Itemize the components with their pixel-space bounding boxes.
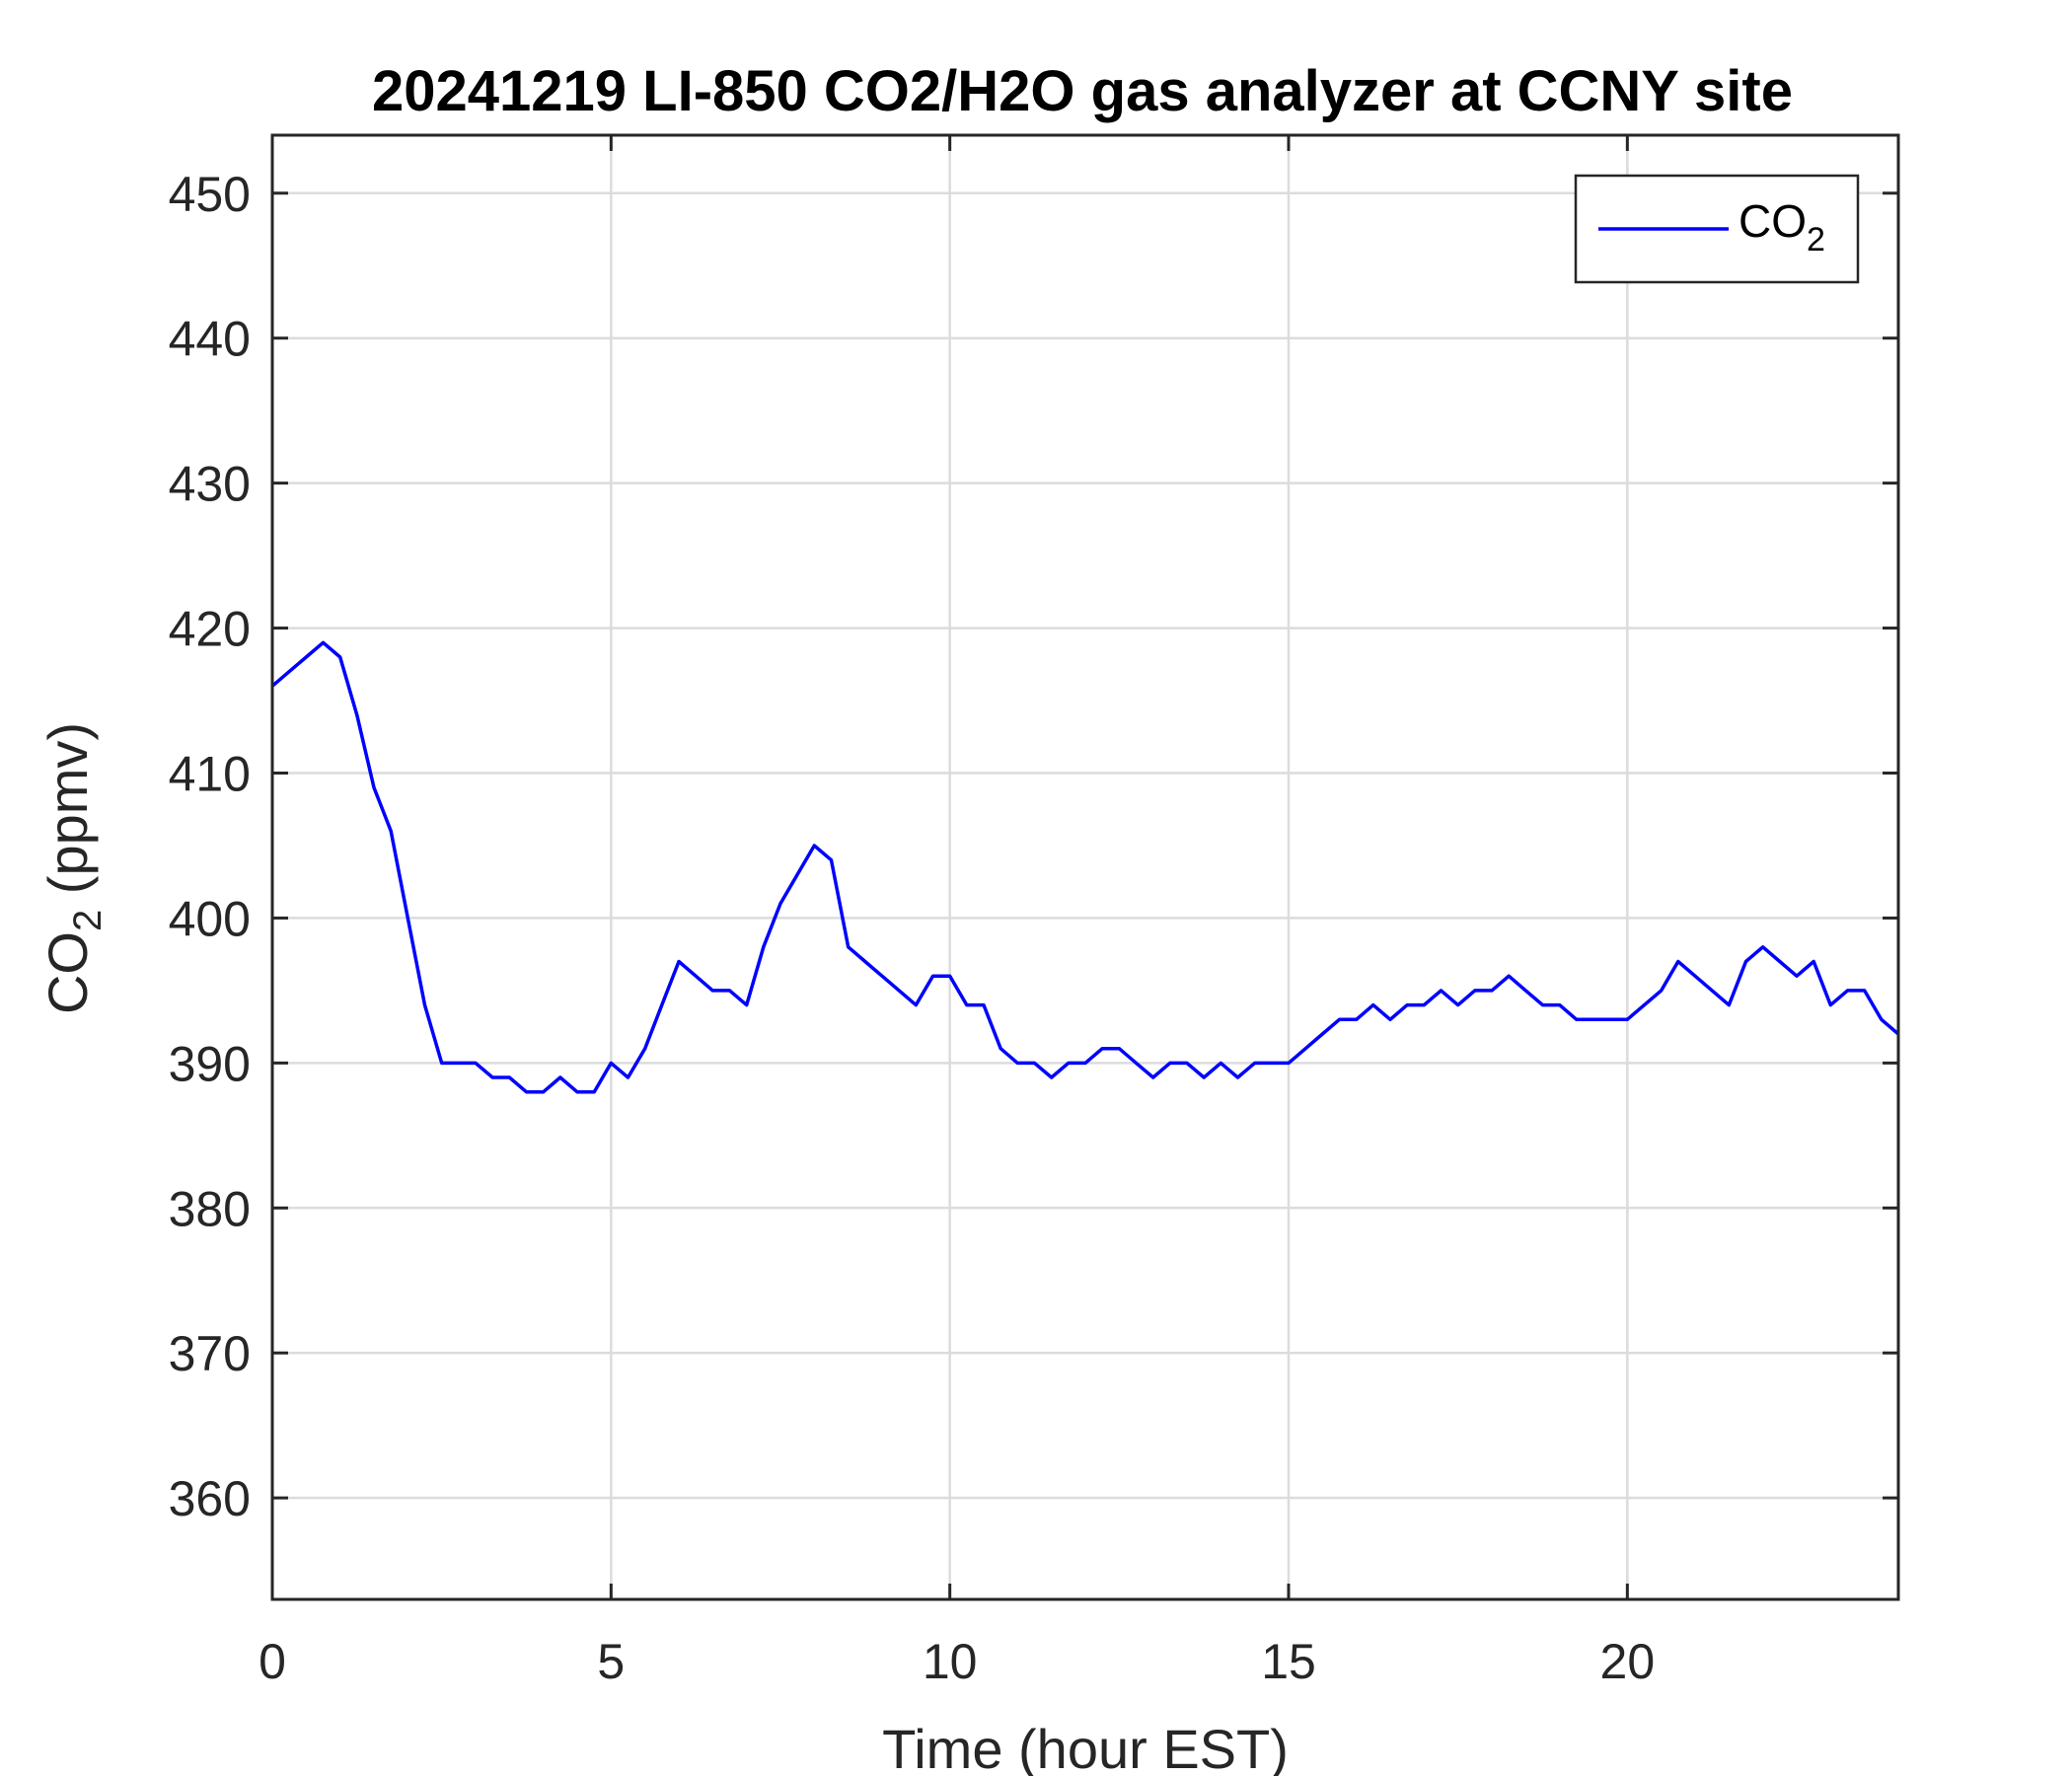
legend-label-base: CO: [1739, 195, 1807, 247]
y-tick-label: 450: [169, 167, 251, 222]
y-tick-label: 360: [169, 1471, 251, 1526]
y-ticks: [272, 191, 1898, 1500]
x-ticks: [270, 135, 1629, 1599]
series-group: [270, 640, 1900, 1094]
x-tick-label: 5: [597, 1634, 625, 1689]
y-tick-label: 420: [169, 602, 251, 657]
y-axis-label-base: CO: [37, 931, 99, 1014]
plot-area-frame: [270, 133, 1900, 1601]
y-tick-label: 430: [169, 457, 251, 512]
series-line-co2: [270, 640, 1900, 1094]
y-tick-label: 370: [169, 1326, 251, 1381]
x-gridlines: [270, 135, 1629, 1599]
y-axis-label: CO2 (ppmv): [37, 722, 110, 1014]
y-tick-label: 380: [169, 1181, 251, 1236]
y-gridlines: [272, 191, 1898, 1500]
x-tick-label: 0: [259, 1634, 286, 1689]
y-tick-label: 440: [169, 312, 251, 367]
y-axis-label-suffix: (ppmv): [37, 722, 99, 910]
x-axis-label: Time (hour EST): [882, 1718, 1289, 1776]
y-tick-label: 390: [169, 1036, 251, 1091]
y-tick-label: 400: [169, 891, 251, 946]
x-tick-label: 15: [1261, 1634, 1316, 1689]
legend: CO2: [1574, 174, 1860, 284]
legend-entry-co2: CO2: [1739, 195, 1825, 259]
y-axis-label-subscript: 2: [66, 910, 110, 931]
y-tick-labels: 360 370 380 390 400 410 420 430 440 450: [169, 167, 251, 1526]
x-tick-label: 10: [923, 1634, 978, 1689]
y-tick-label: 410: [169, 746, 251, 801]
x-tick-labels: 0 5 10 15 20: [259, 1634, 1655, 1689]
chart-title: 20241219 LI-850 CO2/H2O gas analyzer at …: [372, 59, 1793, 123]
x-tick-label: 20: [1600, 1634, 1656, 1689]
legend-label-subscript: 2: [1807, 221, 1825, 259]
